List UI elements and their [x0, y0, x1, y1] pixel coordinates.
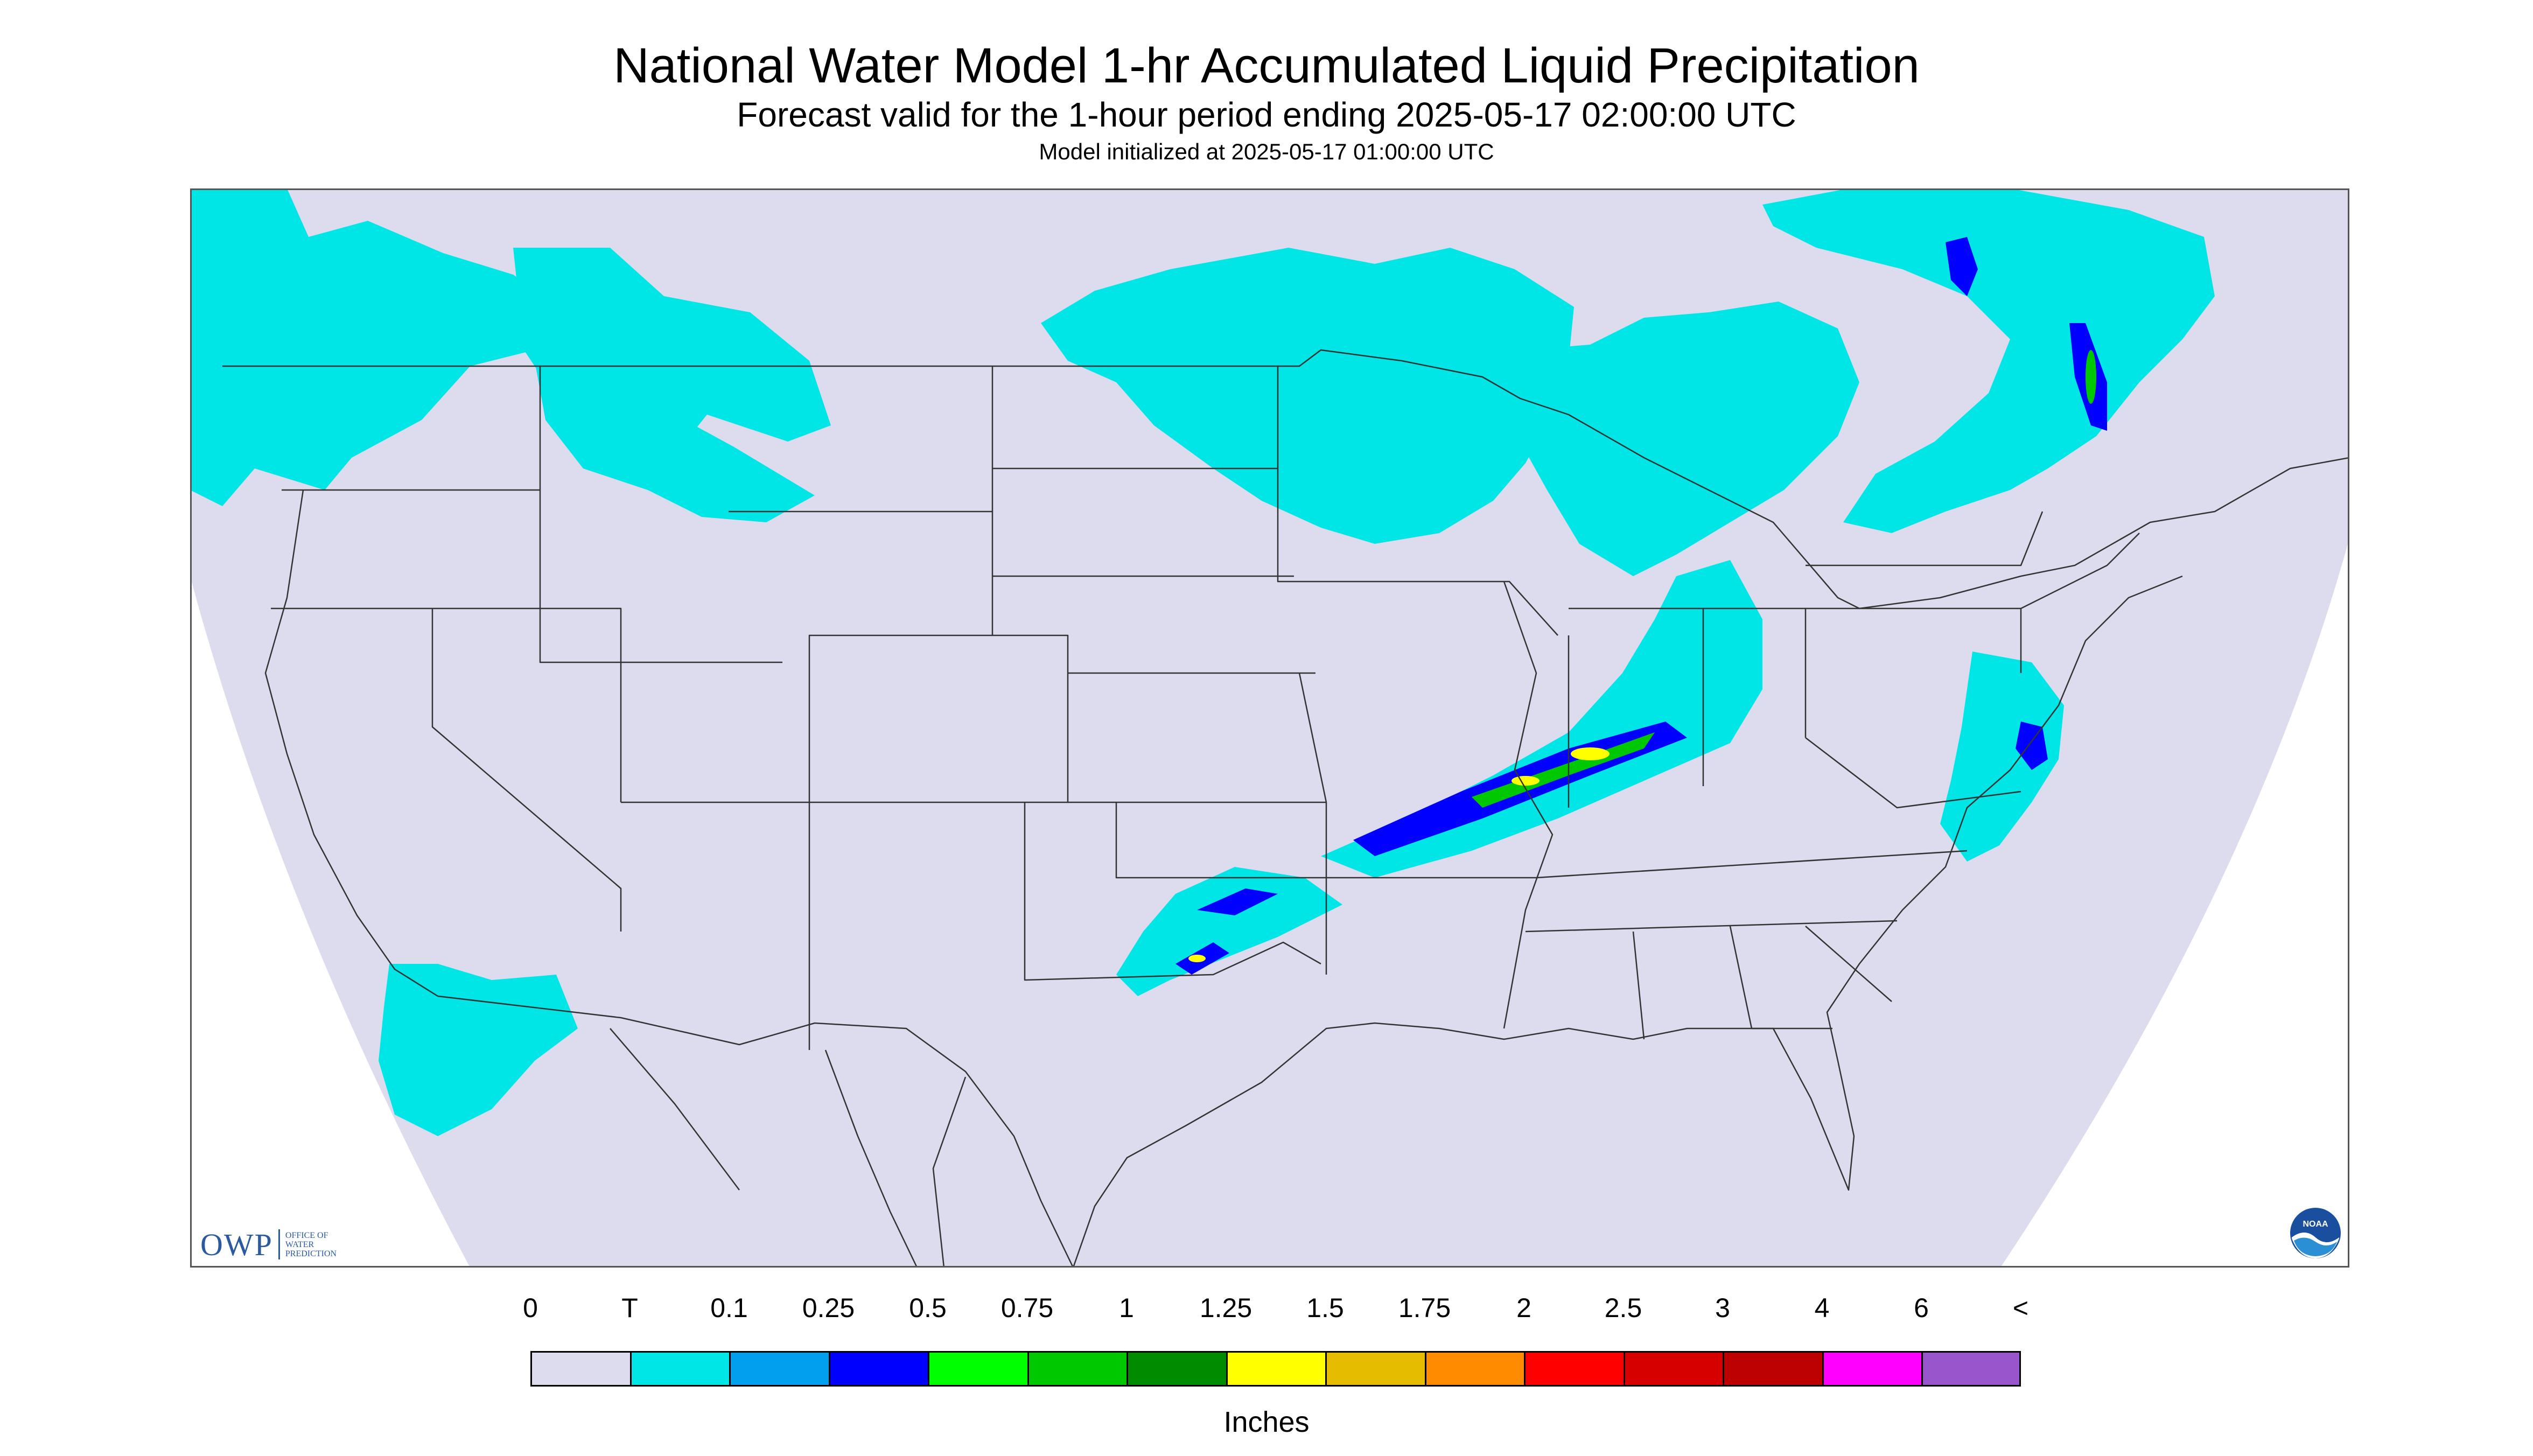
- legend-tick-label: 0: [523, 1293, 538, 1323]
- legend-tick-label: 2: [1516, 1293, 1531, 1323]
- california-nevada-line: [431, 608, 622, 932]
- owp-logo-text: OFFICE OF WATER PREDICTION: [285, 1231, 337, 1258]
- legend-tick-label: 1.75: [1398, 1293, 1451, 1323]
- legend-swatch: [1424, 1351, 1524, 1387]
- precip-texas-peak: [1188, 955, 1206, 962]
- oregon-california-line: [271, 607, 622, 802]
- mississippi-river-line: [1503, 581, 1554, 1029]
- precip-idaho: [535, 361, 815, 522]
- precip-pacific-northwest: [190, 188, 567, 506]
- legend-units-label: Inches: [1223, 1406, 1310, 1438]
- color-legend: 0 T 0.1 0.25 0.5 0.75 1 1.25 1.5 1.75 2 2.5 3 4 6 < Inch…: [0, 1292, 2533, 1454]
- precip-north-dakota-minnesota: [1041, 248, 1574, 544]
- minnesota-iowa-line: [1277, 366, 1558, 636]
- legend-tick-label: 4: [1814, 1293, 1830, 1323]
- canada-border: [222, 349, 2349, 610]
- legend-tick-label: <: [2012, 1293, 2029, 1323]
- legend-tick-label: 6: [1914, 1293, 1929, 1323]
- mexico-states: [610, 1028, 967, 1268]
- precip-mid-atlantic: [1940, 652, 2064, 862]
- legend-tick-label: T: [621, 1293, 638, 1323]
- precip-ohio-valley-band-core: [1472, 732, 1655, 808]
- legend-swatch: [928, 1351, 1027, 1387]
- precip-layer-heavy: [1175, 237, 2107, 975]
- legend-swatch: [1325, 1351, 1425, 1387]
- boundaries: [222, 349, 2349, 1268]
- gulf-coast: [1072, 575, 2183, 1268]
- missouri-line: [1298, 673, 1536, 975]
- noaa-logo-wave: [2294, 1237, 2337, 1256]
- precip-mid-atlantic-band: [2016, 722, 2048, 770]
- legend-swatch: [530, 1351, 630, 1387]
- idaho-line: [539, 366, 782, 663]
- legend-tick-label: 1: [1119, 1293, 1134, 1323]
- noaa-logo: NOAA: [2289, 1207, 2342, 1259]
- map-title: National Water Model 1-hr Accumulated Li…: [613, 38, 1920, 93]
- noaa-logo-text: NOAA: [2303, 1220, 2328, 1229]
- owp-logo-line1: OFFICE OF: [285, 1230, 328, 1240]
- legend-tick-label: 1.5: [1306, 1293, 1344, 1323]
- owp-logo-line2: WATER: [285, 1240, 314, 1249]
- us-mexico-border: [437, 995, 1074, 1268]
- legend-swatch: [1921, 1351, 2021, 1387]
- precip-ohio-valley-peak: [1571, 747, 1610, 760]
- legend-swatch: [1126, 1351, 1226, 1387]
- map-border: [190, 188, 2349, 1268]
- owp-logo-abbrev: OWP: [200, 1227, 273, 1262]
- precipitation-map: [190, 188, 2349, 1268]
- tennessee-line: [1525, 850, 1968, 933]
- legend-swatch: [1027, 1351, 1126, 1387]
- legend-swatch: [1822, 1351, 1921, 1387]
- legend-tick-label: 2.5: [1604, 1293, 1642, 1323]
- precip-oklahoma-band: [1197, 888, 1278, 915]
- legend-tick-label: 3: [1715, 1293, 1730, 1323]
- legend-swatch: [1524, 1351, 1624, 1387]
- legend-tick-label: 0.5: [909, 1293, 947, 1323]
- legend-tick-label: 0.25: [802, 1293, 855, 1323]
- legend-swatch: [1623, 1351, 1723, 1387]
- legend-swatch: [1723, 1351, 1822, 1387]
- legend-tick-label: 0.1: [710, 1293, 748, 1323]
- legend-swatch: [1226, 1351, 1325, 1387]
- nebraska-kansas-line: [1068, 672, 1326, 879]
- owp-logo-divider: [278, 1229, 280, 1259]
- precip-ohio-valley: [1321, 560, 1762, 878]
- legend-swatch: [629, 1351, 729, 1387]
- us-west-coast: [264, 489, 438, 997]
- new-mexico-line: [1024, 802, 1321, 981]
- precip-quebec-peak: [2086, 350, 2096, 404]
- model-init-time: Model initialized at 2025-05-17 01:00:00…: [1039, 139, 1494, 164]
- precip-layer-light: [190, 188, 2215, 1136]
- map-subtitle: Forecast valid for the 1-hour period end…: [737, 95, 1796, 134]
- dakotas-line: [991, 366, 1294, 577]
- legend-swatch: [729, 1351, 829, 1387]
- legend-tick-label: 1.25: [1199, 1293, 1252, 1323]
- owp-logo-line3: PREDICTION: [285, 1249, 337, 1258]
- precip-great-lakes: [1509, 302, 1859, 576]
- owp-logo: OWP OFFICE OF WATER PREDICTION: [200, 1226, 337, 1263]
- precip-southern-plains: [1116, 867, 1342, 996]
- legend-tick-label: 0.75: [1000, 1293, 1054, 1323]
- southeast-states: [1632, 926, 1892, 1040]
- precip-quebec-new-england: [1762, 188, 2215, 533]
- precip-ohio-valley-peak-2: [1512, 776, 1540, 786]
- new-york-new-england: [1806, 511, 2140, 610]
- precip-quebec-north: [1946, 237, 1978, 296]
- legend-swatch: [828, 1351, 928, 1387]
